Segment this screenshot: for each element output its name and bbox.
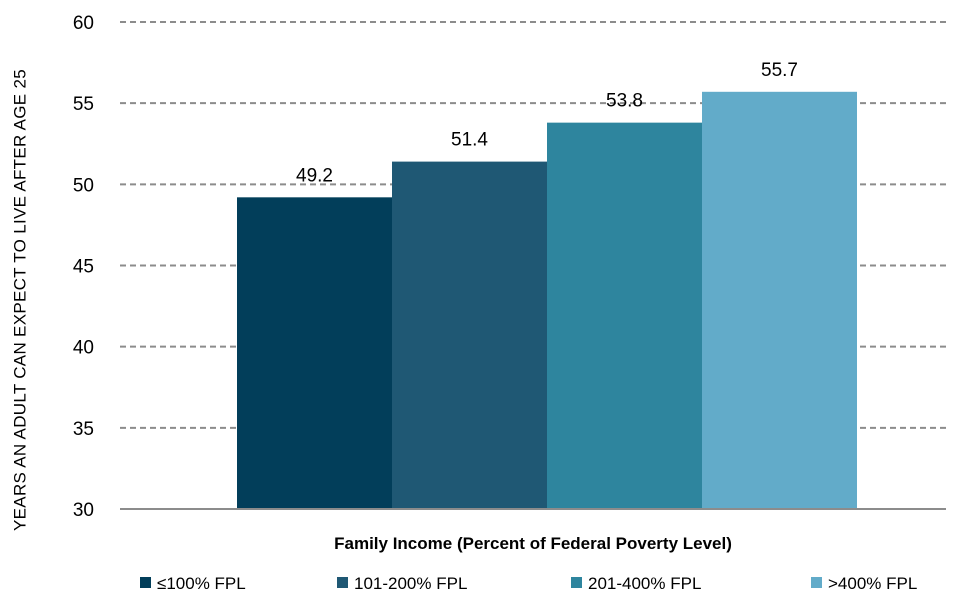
y-tick-label: 35 (73, 419, 94, 440)
y-tick-label: 50 (73, 175, 94, 196)
data-labels: 49.2 51.4 53.8 55.7 (296, 60, 798, 187)
data-label: 55.7 (761, 60, 798, 81)
y-tick-label: 40 (73, 338, 94, 359)
legend-swatch (140, 577, 151, 588)
data-label: 51.4 (451, 130, 488, 151)
legend-swatch (337, 577, 348, 588)
y-tick-label: 55 (73, 94, 94, 115)
y-axis-ticks: 30 35 40 45 50 55 60 (73, 13, 94, 521)
data-label: 53.8 (606, 91, 643, 112)
legend-label: 201-400% FPL (588, 574, 701, 593)
x-axis-label: Family Income (Percent of Federal Povert… (334, 534, 732, 553)
y-tick-label: 30 (73, 500, 94, 521)
legend-swatch (811, 577, 822, 588)
legend: ≤100% FPL 101-200% FPL 201-400% FPL >400% F… (140, 574, 917, 593)
y-axis-label: YEARS AN ADULT CAN EXPECT TO LIVE AFTER … (11, 69, 30, 531)
bar (237, 197, 392, 509)
bar (702, 91, 857, 509)
legend-label: >400% FPL (828, 574, 917, 593)
bar (547, 122, 702, 509)
legend-label: ≤100% FPL (157, 574, 246, 593)
bar (392, 161, 547, 509)
y-tick-label: 45 (73, 257, 94, 278)
legend-swatch (571, 577, 582, 588)
data-label: 49.2 (296, 165, 333, 186)
legend-label: 101-200% FPL (354, 574, 467, 593)
y-tick-label: 60 (73, 13, 94, 34)
bars (237, 91, 857, 509)
